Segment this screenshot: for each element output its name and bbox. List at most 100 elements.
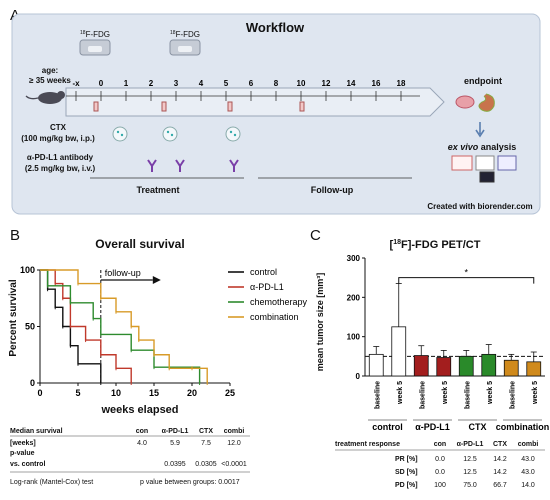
treatment-response-table: treatment response con α-PD-L1 CTX combi… — [335, 441, 545, 489]
km-x-tick-label: 10 — [111, 388, 121, 398]
timeline-tick-label: 18 — [397, 79, 406, 88]
treatment-label: Treatment — [136, 185, 179, 195]
bar-category-label: week 5 — [532, 381, 539, 405]
endpoint-label: endpoint — [464, 76, 502, 86]
credit-label: Created with biorender.com — [427, 202, 532, 211]
row-label: PR [%] — [395, 456, 418, 463]
timeline-tick-label: 14 — [347, 79, 356, 88]
ctx-label: CTX — [50, 123, 67, 132]
workflow-title: Workflow — [246, 20, 305, 35]
bar — [413, 355, 429, 377]
timeline-tick-label: 3 — [174, 79, 179, 88]
exvivo-label: ex vivo analysis — [448, 142, 517, 152]
km-series-line — [40, 269, 201, 383]
significance-bracket — [398, 277, 535, 284]
antibody-icon — [147, 159, 157, 172]
table-cell: 0.0 — [435, 456, 445, 463]
pet-label-1: 18F-FDG — [80, 30, 110, 39]
bar-category-label: week 5 — [397, 381, 404, 405]
pill-dish-icon — [225, 126, 241, 142]
table-cell: 4.0 — [137, 440, 147, 447]
bar — [503, 359, 519, 377]
col-header: α-PD-L1 — [162, 428, 189, 435]
table-cell: 14.0 — [521, 482, 535, 489]
syringe-icon — [299, 101, 305, 112]
table-cell: 100 — [434, 482, 446, 489]
km-legend-label: control — [250, 267, 277, 277]
follow-up-arrowhead — [152, 276, 161, 284]
pill-dish-icon — [112, 126, 128, 142]
timeline-tick-label: 12 — [322, 79, 331, 88]
table-cell: 75.0 — [463, 482, 477, 489]
mouse-icon — [25, 91, 65, 104]
col-header: con — [434, 441, 446, 448]
table-header-label: Median survival — [10, 428, 63, 435]
analysis-thumbnails-icon — [451, 155, 517, 183]
table-cell: 14.2 — [493, 469, 507, 476]
table-cell: 5.9 — [170, 440, 180, 447]
bar — [391, 326, 407, 377]
km-legend-label: chemotherapy — [250, 297, 308, 307]
bar-category-label: baseline — [464, 381, 471, 409]
timeline-tick-label: 4 — [199, 79, 204, 88]
syringe-icon — [227, 101, 233, 112]
timeline-tick-label: 10 — [297, 79, 306, 88]
timeline-tick-label: 6 — [249, 79, 254, 88]
bar — [526, 361, 542, 377]
bar-plot: 0 100 200 300 baseline week 5 baseline week 5 ba… — [347, 254, 550, 432]
km-legend-label: α-PD-L1 — [250, 282, 284, 292]
row-label: [weeks] — [10, 440, 36, 447]
km-y-tick-label: 100 — [20, 265, 35, 275]
timeline-tick-label: 1 — [124, 79, 129, 88]
antibody-icon — [175, 159, 185, 172]
pet-scanner-icon — [169, 39, 201, 56]
km-y-tick-label: 50 — [25, 322, 35, 332]
age-label: age: — [42, 66, 58, 75]
row-label: vs. control — [10, 461, 45, 468]
follow-up-annotation: follow-up — [105, 268, 141, 278]
row-label: PD [%] — [395, 482, 418, 489]
bar-title: [18F]-FDG PET/CT — [390, 239, 481, 251]
table-cell: 14.2 — [493, 456, 507, 463]
timeline-tick-label: 5 — [224, 79, 229, 88]
bar — [458, 355, 474, 377]
ctx-dose: (100 mg/kg bw, i.p.) — [21, 134, 95, 143]
down-arrow-icon — [475, 122, 485, 138]
km-series-line — [40, 269, 132, 383]
bar — [436, 357, 452, 377]
syringe-icon — [161, 101, 167, 112]
followup-label: Follow-up — [311, 185, 354, 195]
bar-y-tick-label: 300 — [347, 254, 361, 263]
col-header: CTX — [199, 428, 213, 435]
table-cell: 12.0 — [227, 440, 241, 447]
table-cell: 12.5 — [463, 469, 477, 476]
table-cell: <0.0001 — [221, 461, 247, 468]
timeline-tick-label: 16 — [372, 79, 381, 88]
km-xlabel: weeks elapsed — [100, 404, 178, 416]
table-cell: 0.0395 — [164, 461, 186, 468]
table-cell: 0.0305 — [195, 461, 217, 468]
bar-category-label: baseline — [419, 381, 426, 409]
col-header: con — [136, 428, 148, 435]
age-value: ≥ 35 weeks — [29, 76, 71, 85]
km-x-tick-label: 5 — [75, 388, 80, 398]
km-plot: 0 50 100 0 5 10 15 20 25 follow-up control α-PD-L1 c… — [20, 265, 308, 398]
km-x-tick-label: 0 — [37, 388, 42, 398]
table-cell: 0.0 — [435, 469, 445, 476]
significance-label: * — [464, 268, 468, 278]
km-x-tick-label: 15 — [149, 388, 159, 398]
col-header: α-PD-L1 — [457, 441, 484, 448]
median-survival-table: Median survival con α-PD-L1 CTX combi [w… — [10, 428, 250, 486]
km-y-tick-label: 0 — [30, 378, 35, 388]
bar-group-label: CTX — [469, 422, 487, 432]
col-header: CTX — [493, 441, 507, 448]
bar-ylabel: mean tumor size [mm³] — [315, 273, 325, 372]
km-x-tick-label: 25 — [225, 388, 235, 398]
table-cell: 7.5 — [201, 440, 211, 447]
bar-y-tick-label: 100 — [347, 333, 361, 342]
bar-group-label: combination — [496, 422, 550, 432]
bar — [481, 353, 497, 377]
km-title: Overall survival — [95, 237, 184, 251]
bar-category-label: week 5 — [442, 381, 449, 405]
